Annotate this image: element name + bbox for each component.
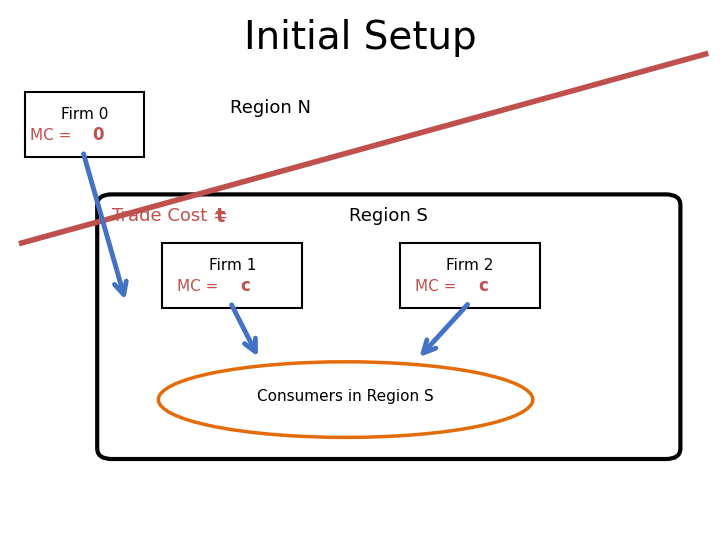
FancyBboxPatch shape — [400, 243, 540, 308]
Text: MC =: MC = — [177, 279, 223, 294]
Text: Region S: Region S — [349, 207, 428, 225]
Text: Consumers in Region S: Consumers in Region S — [257, 389, 434, 404]
Text: Initial Setup: Initial Setup — [243, 19, 477, 57]
FancyBboxPatch shape — [97, 194, 680, 459]
Text: Firm 0: Firm 0 — [61, 107, 108, 122]
Text: MC =: MC = — [415, 279, 461, 294]
Text: c: c — [478, 277, 487, 295]
Ellipse shape — [158, 362, 533, 437]
FancyBboxPatch shape — [25, 92, 144, 157]
Text: 0: 0 — [92, 126, 103, 144]
FancyBboxPatch shape — [162, 243, 302, 308]
Text: Firm 1: Firm 1 — [209, 258, 256, 273]
Text: t: t — [216, 206, 225, 226]
Text: MC =: MC = — [30, 127, 76, 143]
Text: Firm 2: Firm 2 — [446, 258, 493, 273]
Text: Region N: Region N — [230, 99, 311, 117]
Text: Trade Cost =: Trade Cost = — [112, 207, 233, 225]
Text: c: c — [240, 277, 250, 295]
